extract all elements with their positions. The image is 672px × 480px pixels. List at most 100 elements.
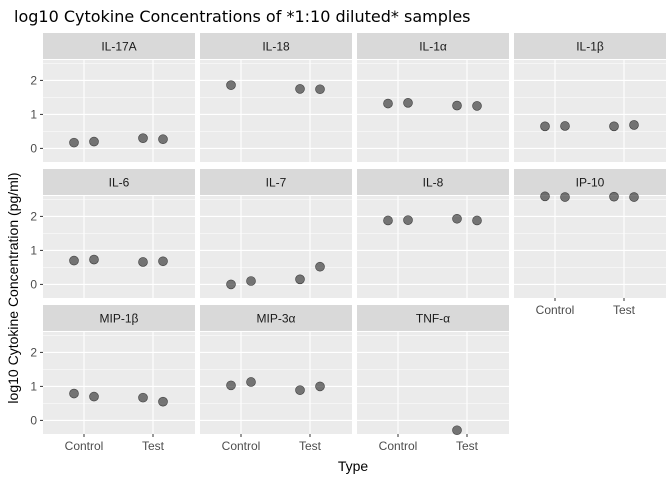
data-point [560, 121, 570, 131]
y-axis-title: log10 Cytokine Concentration (pg/ml) [5, 172, 21, 403]
facet-label: IL-1β [576, 40, 604, 54]
y-tick-label: 2 [30, 73, 37, 87]
facet-strip [200, 305, 352, 331]
facet-strip [357, 169, 509, 195]
data-point [138, 392, 148, 403]
data-point [629, 120, 639, 130]
facet-il-18: IL-18 [200, 33, 352, 162]
facet-il-7: IL-7 [200, 169, 352, 298]
facet-il-1: IL-1β [514, 33, 666, 162]
data-point [138, 133, 148, 143]
chart-title: log10 Cytokine Concentrations of *1:10 d… [14, 7, 471, 26]
data-point [452, 425, 462, 436]
facet-strip [514, 169, 666, 195]
facet-panel-bg [43, 60, 195, 162]
data-point [609, 121, 619, 132]
facet-panels: IL-17A 0 1 2 IL-18 IL-1α IL-1β IL-6 0 1 2 IL-7 IL-8 I… [30, 33, 666, 453]
facet-panel-bg [200, 60, 352, 162]
facet-label: MIP-3α [257, 312, 296, 326]
data-point [226, 279, 236, 290]
facet-label: IL-8 [423, 176, 444, 190]
facet-panel-bg [357, 60, 509, 162]
facet-label: TNF-α [416, 312, 450, 326]
data-point [295, 84, 305, 94]
facet-strip [357, 305, 509, 331]
x-tick-label: Test [613, 303, 636, 317]
data-point [89, 391, 99, 402]
x-axis-title: Type [338, 458, 369, 474]
facet-il-8: IL-8 [357, 169, 509, 298]
data-point [540, 121, 550, 132]
facet-label: IL-1α [419, 40, 447, 54]
x-tick-label: Test [142, 439, 165, 453]
y-tick-label: 0 [30, 141, 37, 155]
data-point [246, 276, 256, 286]
facet-panel-bg [43, 196, 195, 298]
data-point [540, 191, 550, 202]
facet-strip [200, 169, 352, 195]
facet-panel-bg [514, 60, 666, 162]
facet-mip-1: MIP-1β 0 1 2 Control Test [30, 305, 195, 453]
data-point [158, 134, 168, 145]
facet-il-17a: IL-17A 0 1 2 [30, 33, 195, 162]
facet-panel-bg [357, 332, 509, 434]
x-tick-label: Test [456, 439, 479, 453]
facet-label: IP-10 [576, 176, 605, 190]
x-tick-label: Control [379, 439, 418, 453]
data-point [158, 256, 168, 267]
facet-label: IL-18 [262, 40, 290, 54]
facet-strip [200, 33, 352, 59]
x-tick-label: Control [65, 439, 104, 453]
y-tick-label: 0 [30, 277, 37, 291]
data-point [226, 380, 236, 391]
data-point [472, 101, 482, 111]
facet-label: IL-6 [109, 176, 130, 190]
facet-strip [43, 33, 195, 59]
facet-il-6: IL-6 0 1 2 [30, 169, 195, 298]
x-tick-label: Test [299, 439, 322, 453]
facet-strip [357, 33, 509, 59]
data-point [560, 192, 570, 202]
data-point [138, 257, 148, 267]
x-tick-label: Control [222, 439, 261, 453]
data-point [89, 254, 99, 265]
facet-il-1: IL-1α [357, 33, 509, 162]
data-point [452, 213, 462, 224]
data-point [403, 215, 413, 225]
data-point [315, 84, 325, 95]
facet-label: IL-17A [101, 40, 136, 54]
data-point [295, 385, 305, 395]
data-point [403, 98, 413, 108]
facet-panel-bg [43, 332, 195, 434]
data-point [383, 215, 393, 226]
data-point [472, 215, 482, 226]
facet-tnf: TNF-α Control Test [357, 305, 509, 453]
facet-label: MIP-1β [100, 312, 139, 326]
facet-panel-bg [514, 196, 666, 298]
facet-panel-bg [357, 196, 509, 298]
data-point [315, 261, 325, 272]
y-tick-label: 2 [30, 345, 37, 359]
y-tick-label: 2 [30, 209, 37, 223]
y-tick-label: 0 [30, 413, 37, 427]
data-point [246, 377, 256, 387]
facet-panel-bg [200, 196, 352, 298]
data-point [295, 274, 305, 285]
data-point [69, 255, 79, 266]
data-point [383, 98, 393, 109]
facet-strip [43, 169, 195, 195]
data-point [609, 191, 619, 202]
x-tick-label: Control [536, 303, 575, 317]
facet-strip [514, 33, 666, 59]
data-point [452, 100, 462, 111]
data-point [315, 381, 325, 392]
data-point [89, 136, 99, 147]
facet-ip-10: IP-10 Control Test [514, 169, 666, 317]
y-tick-label: 1 [30, 107, 37, 121]
facet-panel-bg [200, 332, 352, 434]
data-point [226, 80, 236, 90]
facet-label: IL-7 [266, 176, 287, 190]
data-point [629, 192, 639, 202]
facet-strip [43, 305, 195, 331]
